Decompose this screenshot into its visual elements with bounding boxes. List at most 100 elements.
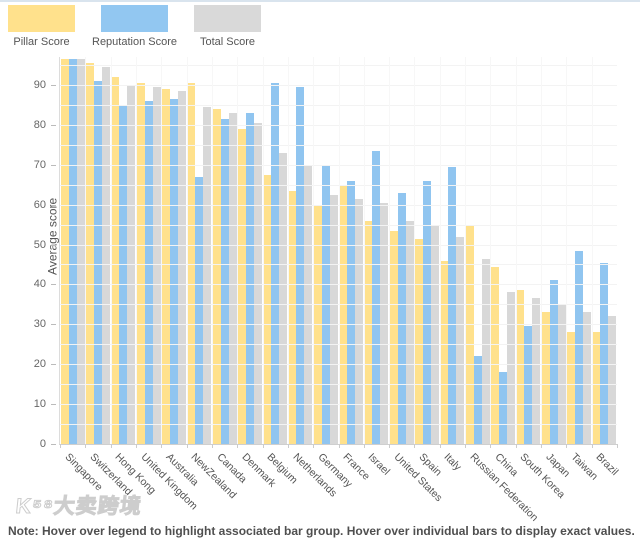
bar-total-score[interactable] [253, 122, 262, 444]
x-axis-label-italy: Italy [441, 451, 465, 474]
legend-swatch[interactable] [101, 5, 168, 32]
bar-reputation-score[interactable] [473, 356, 482, 444]
bar-pillar-score[interactable] [212, 108, 221, 444]
bar-pillar-score[interactable] [592, 332, 601, 444]
bar-group-hong-kong [111, 57, 136, 444]
bar-reputation-score[interactable] [220, 118, 229, 444]
bar-total-score[interactable] [405, 220, 414, 444]
bar-total-score[interactable] [76, 59, 85, 444]
bar-total-score[interactable] [506, 292, 515, 444]
bar-total-score[interactable] [101, 67, 110, 444]
gridline-x [591, 57, 593, 444]
bar-total-score[interactable] [532, 298, 541, 444]
bar-reputation-score[interactable] [574, 250, 583, 444]
bar-reputation-score[interactable] [549, 280, 558, 444]
legend-swatch[interactable] [194, 5, 261, 32]
bar-pillar-score[interactable] [237, 128, 246, 444]
bar-total-score[interactable] [279, 152, 288, 444]
bar-pillar-score[interactable] [415, 238, 424, 444]
bar-pillar-score[interactable] [288, 190, 297, 444]
bar-reputation-score[interactable] [423, 180, 432, 444]
bar-reputation-score[interactable] [68, 59, 77, 444]
bar-pillar-score[interactable] [60, 59, 69, 444]
bar-total-score[interactable] [152, 86, 161, 444]
gridline-x [515, 57, 517, 444]
bar-pillar-score[interactable] [339, 184, 348, 444]
bar-total-score[interactable] [481, 258, 490, 444]
bar-total-score[interactable] [203, 106, 212, 444]
bar-reputation-score[interactable] [524, 326, 533, 444]
bar-pillar-score[interactable] [440, 260, 449, 444]
bar-total-score[interactable] [557, 304, 566, 444]
x-axis-tick [439, 444, 441, 448]
bar-reputation-score[interactable] [119, 104, 128, 444]
gridline-x [389, 57, 391, 444]
legend-swatch[interactable] [8, 5, 75, 32]
plot-area: Average score 0 10 20 30 40 50 60 70 80 90 Singapo… [34, 57, 621, 524]
gridline-x [566, 57, 568, 444]
bar-reputation-score[interactable] [296, 86, 305, 444]
bar-pillar-score[interactable] [490, 266, 499, 444]
bar-reputation-score[interactable] [144, 100, 153, 444]
bar-pillar-score[interactable] [389, 230, 398, 444]
bar-total-score[interactable] [304, 164, 313, 444]
bar-reputation-score[interactable] [498, 372, 507, 444]
bar-pillar-score[interactable] [85, 63, 94, 444]
bar-pillar-score[interactable] [136, 82, 145, 444]
bar-reputation-score[interactable] [372, 150, 381, 444]
bar-reputation-score[interactable] [321, 164, 330, 444]
bar-group-australia [161, 57, 186, 444]
y-tick-label-0: 0 [39, 438, 46, 450]
bar-reputation-score[interactable] [169, 98, 178, 444]
x-axis-tick [211, 444, 213, 448]
bar-reputation-score[interactable] [245, 112, 254, 444]
y-tick-mark [51, 284, 56, 286]
bar-reputation-score[interactable] [271, 82, 280, 444]
bar-group-france [338, 57, 364, 444]
gridline-x [439, 57, 441, 444]
bar-pillar-score[interactable] [187, 82, 196, 444]
bar-reputation-score[interactable] [397, 192, 406, 444]
bar-total-score[interactable] [582, 312, 591, 444]
gridline-x [338, 57, 340, 444]
bar-pillar-score[interactable] [465, 224, 474, 444]
bar-reputation-score[interactable] [600, 262, 609, 444]
bar-pillar-score[interactable] [111, 76, 120, 444]
legend-item-total-score[interactable]: Total Score [194, 5, 261, 48]
y-tick-label-30: 30 [33, 318, 46, 331]
bar-pillar-score[interactable] [263, 174, 272, 444]
y-tick-mark [51, 164, 56, 166]
watermark: K⁵⁸大卖跨境 [14, 495, 144, 519]
bar-total-score[interactable] [456, 236, 465, 444]
bar-total-score[interactable] [228, 112, 237, 444]
bar-total-score[interactable] [431, 224, 440, 444]
bar-total-score[interactable] [380, 202, 389, 444]
x-axis-tick [135, 444, 137, 448]
bar-pillar-score[interactable] [566, 332, 575, 444]
bar-pillar-score[interactable] [364, 220, 373, 444]
gridline-x [313, 57, 315, 444]
x-axis-tick [617, 444, 618, 448]
bar-total-score[interactable] [608, 316, 617, 444]
bar-total-score[interactable] [329, 194, 338, 444]
bar-total-score[interactable] [355, 198, 364, 444]
bar-group-japan [541, 57, 566, 444]
bar-group-newzealand [187, 57, 212, 444]
bar-reputation-score[interactable] [93, 80, 102, 444]
legend-item-reputation-score[interactable]: Reputation Score [92, 5, 177, 48]
bar-pillar-score[interactable] [541, 312, 550, 444]
y-tick-mark [51, 84, 56, 86]
gridline-x [85, 57, 87, 444]
legend-label: Total Score [199, 36, 256, 48]
legend-item-pillar-score[interactable]: Pillar Score [8, 5, 75, 48]
bar-reputation-score[interactable] [347, 180, 356, 444]
x-axis-tick [490, 444, 492, 448]
bar-total-score[interactable] [177, 90, 186, 444]
bar-pillar-score[interactable] [161, 88, 170, 444]
bar-pillar-score[interactable] [516, 290, 525, 444]
y-tick-mark [51, 244, 56, 246]
gridline-x [490, 57, 492, 444]
bar-group-belgium [263, 57, 288, 444]
bar-reputation-score[interactable] [195, 176, 204, 444]
